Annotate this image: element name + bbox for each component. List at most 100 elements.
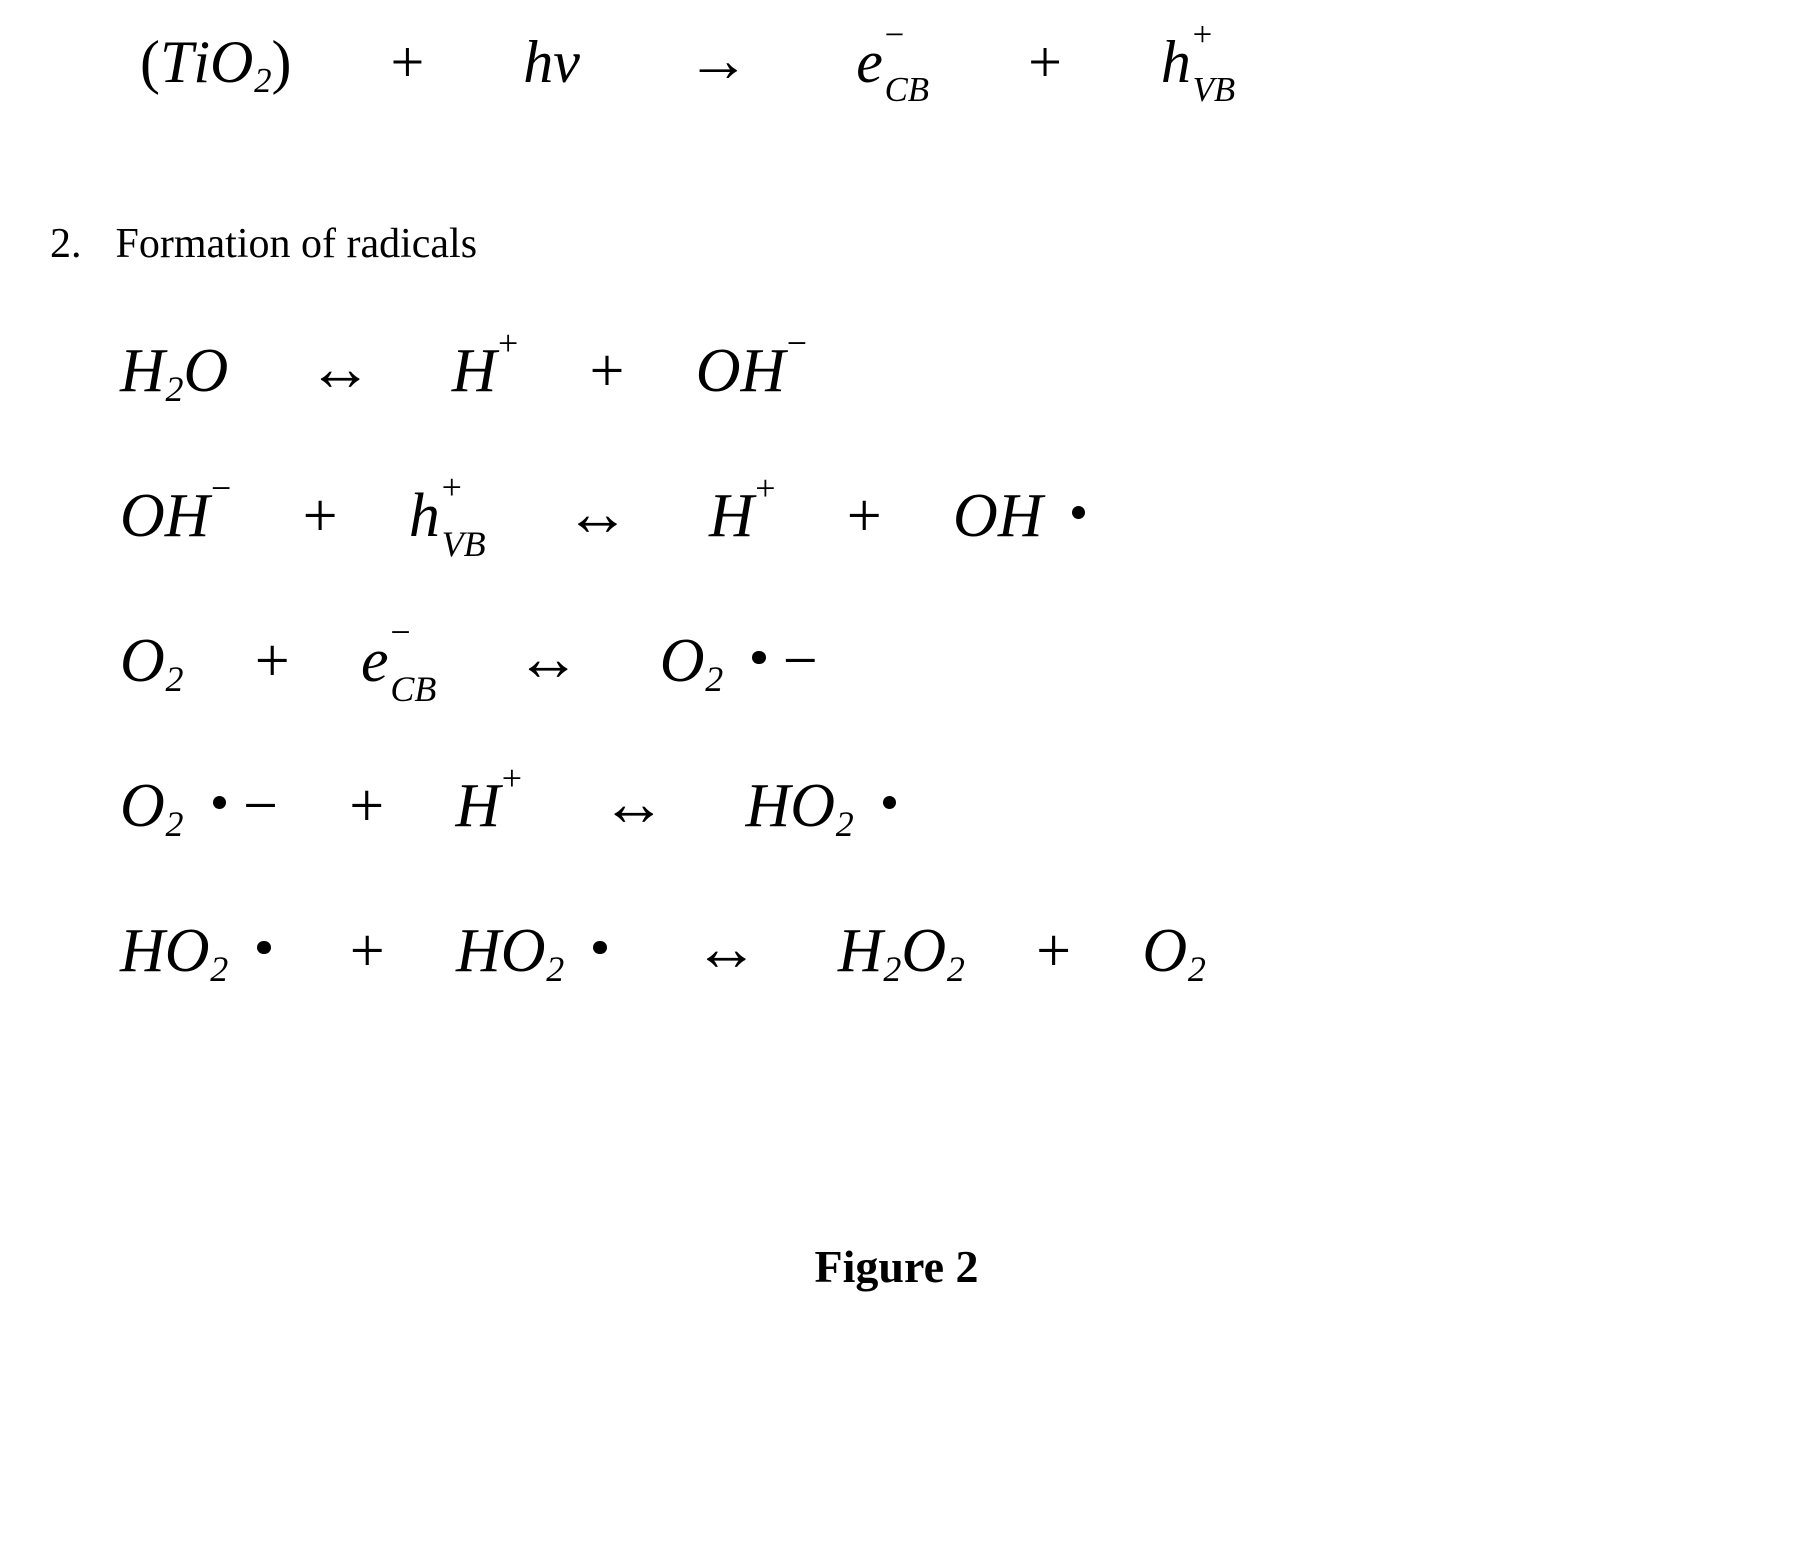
char-H: H	[709, 485, 754, 547]
anion-minus: −	[783, 630, 818, 692]
term-ho2-radical: HO2	[120, 920, 278, 982]
sup-plus: +	[498, 326, 518, 362]
equation-hydroxyl-radical: OH− + h+VB ↔ H+ + OH	[120, 443, 1793, 588]
arrow-leftright: ↔	[601, 772, 666, 837]
term-oh-minus: OH−	[120, 485, 231, 547]
heading-text: Formation of radicals	[116, 221, 478, 267]
arrow-leftright: ↔	[515, 627, 580, 692]
char-H: H	[120, 920, 165, 982]
term-ho2-radical: HO2	[456, 920, 614, 982]
char-H: H	[452, 340, 497, 402]
radical-dot-icon	[752, 651, 766, 665]
char-O: O	[120, 775, 165, 837]
sup-minus: −	[885, 19, 929, 50]
term-o2: O2	[1142, 920, 1205, 982]
sup-plus: +	[442, 471, 486, 503]
term-hv: hv	[523, 32, 580, 92]
char-e: e	[361, 630, 389, 692]
sup-minus: −	[390, 616, 436, 648]
term-e-cb: e−CB	[856, 31, 929, 94]
term-h-vb: h+VB	[409, 483, 486, 548]
op-plus: +	[1036, 920, 1071, 982]
lparen: (	[140, 29, 160, 95]
radical-dot-icon	[213, 796, 227, 810]
supsub-hvb: +VB	[442, 483, 486, 548]
arrow-leftright: ↔	[307, 337, 372, 402]
term-tio2: TiO2	[160, 32, 271, 92]
heading-number: 2.	[50, 220, 105, 268]
equation-peroxide-formation: HO2 + HO2 ↔ H2O2 + O2	[120, 878, 1793, 1023]
sub-CB: CB	[390, 673, 436, 705]
op-plus: +	[349, 775, 384, 837]
equation-hydroperoxyl: O2− + H+ ↔ HO2	[120, 733, 1793, 878]
char-i: i	[193, 32, 210, 92]
term-oh-minus: OH−	[696, 340, 807, 402]
equation-photoexcitation: (TiO2) + hv → e−CB + h+VB	[140, 30, 1793, 140]
sup-minus: −	[211, 471, 231, 507]
supsub-hvb: +VB	[1193, 31, 1236, 94]
op-plus: +	[255, 630, 290, 692]
equation-water-dissociation: H2O ↔ H+ + OH−	[120, 298, 1793, 443]
sub-2: 2	[705, 662, 723, 698]
term-h-plus: H+	[455, 775, 522, 837]
char-H: H	[745, 775, 790, 837]
char-H: H	[120, 340, 165, 402]
char-O: O	[165, 920, 210, 982]
char-H: H	[838, 920, 883, 982]
char-T: T	[160, 32, 193, 92]
sub-2: 2	[883, 952, 901, 988]
sup-plus: +	[755, 471, 775, 507]
sup-minus: −	[787, 326, 807, 362]
term-h2o: H2O	[120, 340, 228, 402]
section-heading: 2. Formation of radicals	[50, 220, 1793, 268]
char-O: O	[953, 485, 998, 547]
sub-2: 2	[836, 807, 854, 843]
char-H: H	[456, 920, 501, 982]
sub-CB: CB	[885, 74, 929, 105]
sub-2: 2	[166, 662, 184, 698]
sub-2: 2	[166, 807, 184, 843]
arrow-leftright: ↔	[694, 917, 759, 982]
char-O: O	[696, 340, 741, 402]
char-O: O	[183, 340, 228, 402]
sup-plus: +	[1193, 19, 1236, 50]
op-plus: +	[390, 32, 424, 92]
char-O: O	[901, 920, 946, 982]
term-h-plus: H+	[452, 340, 519, 402]
char-H: H	[998, 485, 1043, 547]
radical-dot-icon	[883, 796, 897, 810]
char-H: H	[165, 485, 210, 547]
op-plus: +	[847, 485, 882, 547]
sub-2: 2	[210, 952, 228, 988]
char-H: H	[741, 340, 786, 402]
term-oh-radical: OH	[953, 485, 1093, 547]
op-plus: +	[1028, 32, 1062, 92]
term-h-vb: h+VB	[1161, 31, 1235, 94]
char-e: e	[856, 32, 883, 92]
sub-VB: VB	[442, 528, 486, 560]
char-O: O	[660, 630, 705, 692]
supsub-ecb: −CB	[390, 628, 436, 693]
radical-dot-icon	[593, 941, 607, 955]
equation-superoxide: O2 + e−CB ↔ O2−	[120, 588, 1793, 733]
char-O: O	[1142, 920, 1187, 982]
term-ho2-radical: HO2	[745, 775, 903, 837]
char-O: O	[120, 630, 165, 692]
figure-caption: Figure 2	[0, 1240, 1793, 1293]
equation-block-radicals: H2O ↔ H+ + OH− OH− + h+VB	[120, 298, 1793, 1023]
char-O: O	[210, 32, 253, 92]
char-h: h	[1161, 32, 1191, 92]
char-h: h	[409, 485, 440, 547]
radical-dot-icon	[1072, 506, 1086, 520]
anion-minus: −	[243, 775, 278, 837]
sup-plus: +	[502, 761, 522, 797]
supsub-ecb: −CB	[885, 31, 929, 94]
term-h2o2: H2O2	[838, 920, 965, 982]
char-O: O	[501, 920, 546, 982]
char-H: H	[455, 775, 500, 837]
term-o2-radical-anion: O2−	[120, 775, 278, 837]
radical-dot-icon	[257, 941, 271, 955]
sub-2: 2	[254, 64, 271, 99]
op-plus: +	[590, 340, 625, 402]
rparen: )	[271, 29, 291, 95]
